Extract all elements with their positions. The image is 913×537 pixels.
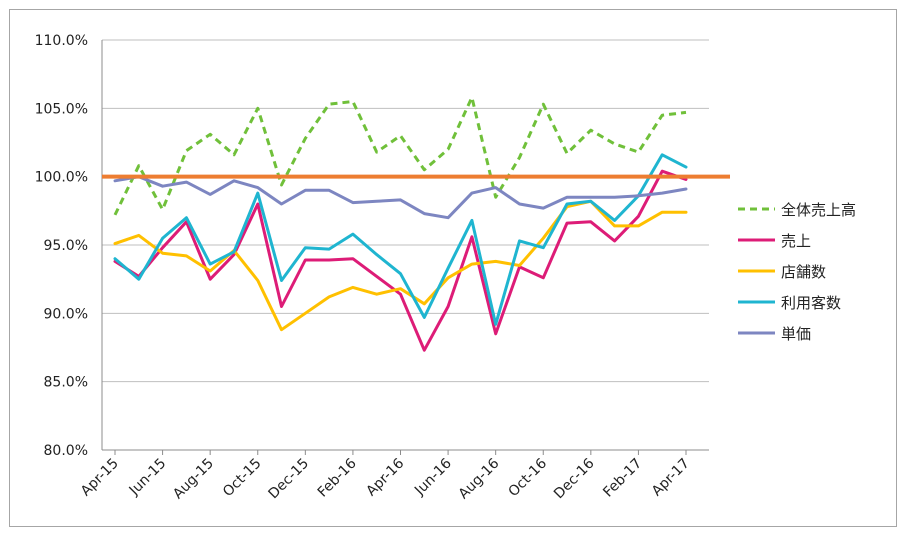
legend-label: 利用客数 [781,294,841,312]
gridlines [102,39,709,451]
x-tick-label: Feb-17 [600,456,645,501]
x-tick-label: Dec-15 [266,456,313,503]
x-tick-label: Oct-16 [505,455,550,500]
x-axis: Apr-15 Jun-15 Aug-15 Oct-15 Dec-15 Feb-16 Apr-… [78,449,709,503]
x-tick-label: Apr-16 [363,455,407,499]
y-tick-label: 100.0% [35,170,88,186]
series-line [113,153,688,326]
x-tick-label: Dec-16 [551,455,598,502]
y-tick-label: 85.0% [44,375,88,391]
y-tick-label: 95.0% [44,238,88,254]
chart-frame [9,9,897,527]
series-line [113,199,688,332]
y-tick-label: 105.0% [35,101,88,117]
x-tick-label: Aug-15 [170,456,217,503]
legend-label: 売上 [781,232,811,250]
x-tick-label: Oct-15 [220,456,265,501]
legend-label: 全体売上高 [781,201,856,219]
x-tick-label: Apr-15 [78,456,122,500]
x-tick-label: Aug-16 [456,455,503,502]
series-line [113,175,688,220]
y-tick-label: 80.0% [44,443,88,459]
legend-label: 単価 [781,325,811,343]
legend-label: 店舗数 [781,263,826,281]
x-tick-label: Jun-16 [411,455,455,499]
x-tick-label: Apr-17 [649,456,693,500]
series-lines [113,95,688,352]
x-tick-label: Jun-15 [126,456,170,500]
series-line [113,95,687,216]
y-tick-label: 110.0% [35,33,88,49]
y-axis: 80.0% 85.0% 90.0% 95.0% 100.0% 105.0% 110.0% [35,33,103,459]
y-tick-label: 90.0% [44,306,88,322]
x-tick-label: Feb-16 [315,455,360,500]
series-line [113,169,688,352]
